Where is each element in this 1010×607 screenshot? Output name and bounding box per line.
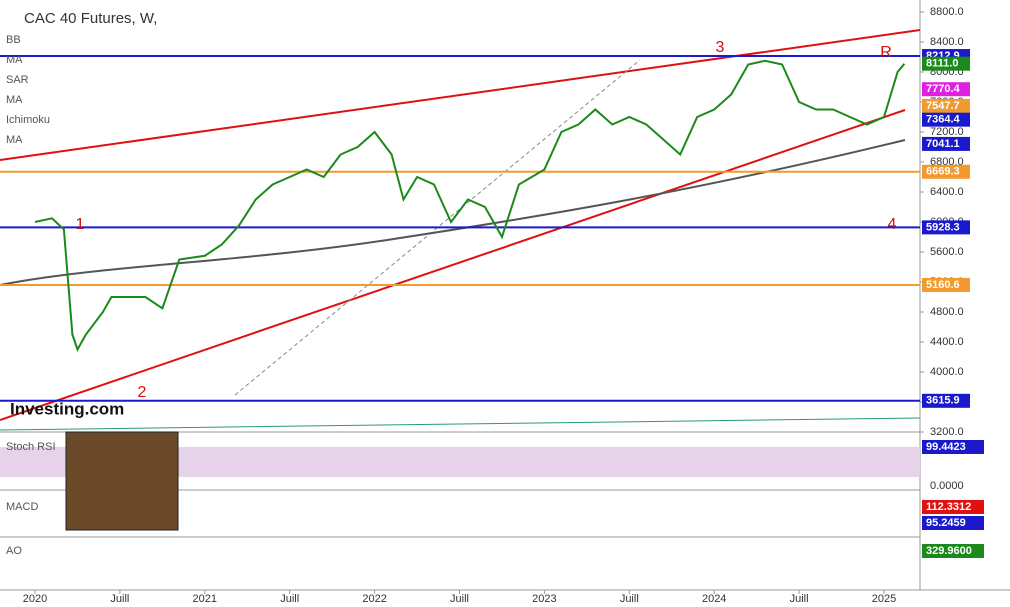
level-label: 7547.7 [926,100,960,112]
level-tag [922,220,970,235]
x-tick-label: Juill [450,593,469,605]
channel-top [0,29,921,161]
level-label: 5928.3 [926,221,960,233]
x-tick-label: Juill [620,593,639,605]
panel-tag [922,440,984,454]
chart-title: CAC 40 Futures, W, [24,10,157,27]
panel-last: 112.3312 [926,501,971,513]
y-tick-label: 3200.0 [930,426,964,438]
indicator-label: Ichimoku [6,114,50,126]
panel-tag [922,516,984,530]
level-tag [922,393,970,408]
y-tick-label: 5600.0 [930,246,964,258]
panel-second: 95.2459 [926,517,966,529]
panel-tag [922,500,984,514]
panel-tag [922,544,984,558]
level-label: 7770.4 [926,83,961,95]
indicator-label: MA [6,54,23,66]
panel-name: AO [6,545,22,557]
watermark: Investing.com [10,399,124,418]
indicator-label: SAR [6,74,29,86]
level-label: 8111.0 [926,58,958,70]
x-tick-label: 2025 [872,593,896,605]
y-tick-label: 6400.0 [930,186,964,198]
y-tick-label: 4800.0 [930,306,964,318]
channel-bottom [0,109,906,421]
level-tag [922,277,970,292]
y-tick-label: 4400.0 [930,336,964,348]
y-tick-label: 8400.0 [930,36,964,48]
wave-label: 3 [716,39,725,56]
level-tag [922,136,970,151]
y-tick-label: 4000.0 [930,366,964,378]
level-label: 6669.3 [926,166,960,178]
x-tick-label: 2024 [702,593,726,605]
level-tag [922,98,970,113]
indicator-label: BB [6,34,21,46]
panel-zero: 0.0000 [930,480,964,492]
level-label: 3615.9 [926,395,960,407]
ma-200 [0,139,906,286]
level-tag [922,164,970,179]
x-tick-label: 2020 [23,593,47,605]
level-label: 5160.6 [926,279,960,291]
x-tick-label: Juill [790,593,809,605]
x-tick-label: 2021 [193,593,217,605]
panel-last: 329.9600 [926,545,972,557]
level-label: 7041.1 [926,138,960,150]
x-tick-label: Juill [280,593,299,605]
trend-line [0,417,921,431]
y-tick-label: 8800.0 [930,6,964,18]
level-tag [922,82,970,97]
wave-label: 2 [138,384,147,401]
indicator-label: MA [6,134,23,146]
wave-label: 4 [888,216,897,233]
level-tag [922,112,970,127]
x-tick-label: Juill [110,593,129,605]
panel-name: Stoch RSI [6,441,56,453]
indicator-label: MA [6,94,23,106]
x-tick-label: 2023 [532,593,556,605]
price-line [34,59,906,352]
level-label: 7364.4 [926,114,961,126]
x-tick-label: 2022 [362,593,386,605]
wave-label: 1 [76,216,85,233]
avatar [65,431,179,531]
y-tick-label: 7200.0 [930,126,964,138]
panel-name: MACD [6,501,38,513]
level-tag [922,56,970,71]
panel-last: 99.4423 [926,441,966,453]
wave-label: R [880,44,892,61]
